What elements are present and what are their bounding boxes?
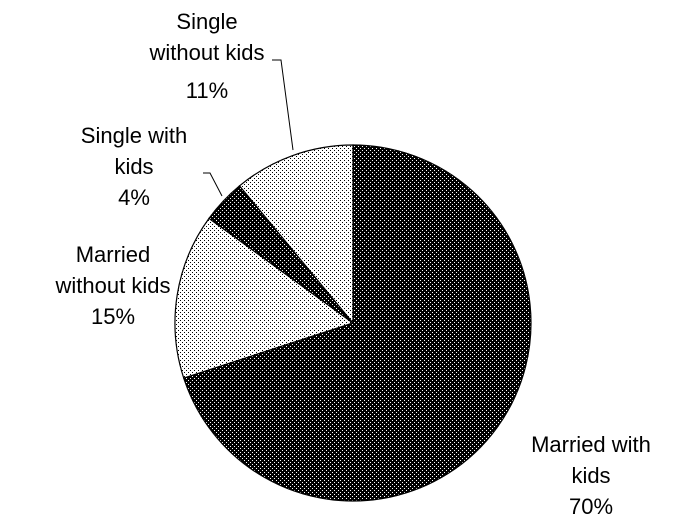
pie-slice-single-without-kids — [238, 144, 354, 325]
slice-label-single-with-kids-line-3: 4% — [118, 185, 150, 210]
slice-labels: Married with kids 70% Married without kids 15… — [55, 9, 651, 519]
slice-label-married-with-kids-line-1: Married with — [531, 432, 651, 457]
slice-label-single-without-kids-line-3: 11% — [186, 78, 228, 103]
pie-slice-married-with-kids — [182, 144, 532, 502]
slice-label-single-without-kids-line-2: without kids — [149, 40, 265, 65]
pie-slice-married-without-kids — [174, 217, 355, 379]
slice-label-married-without-kids-line-1: Married — [76, 242, 151, 267]
pie-slices — [174, 144, 532, 502]
slice-label-married-with-kids-line-2: kids — [571, 463, 610, 488]
leader-lines — [203, 59, 294, 197]
slice-label-married-without-kids-line-3: 15% — [91, 304, 135, 329]
slice-label-single-with-kids-line-2: kids — [114, 154, 153, 179]
leader-line-single-with-kids — [203, 172, 223, 197]
leader-line-single-without-kids — [272, 59, 294, 151]
slice-label-married-without-kids-line-2: without kids — [55, 273, 171, 298]
slice-label-single-without-kids-line-1: Single — [176, 9, 237, 34]
slice-label-married-with-kids-line-3: 70% — [569, 494, 613, 519]
slice-label-single-with-kids-line-1: Single with — [81, 123, 187, 148]
